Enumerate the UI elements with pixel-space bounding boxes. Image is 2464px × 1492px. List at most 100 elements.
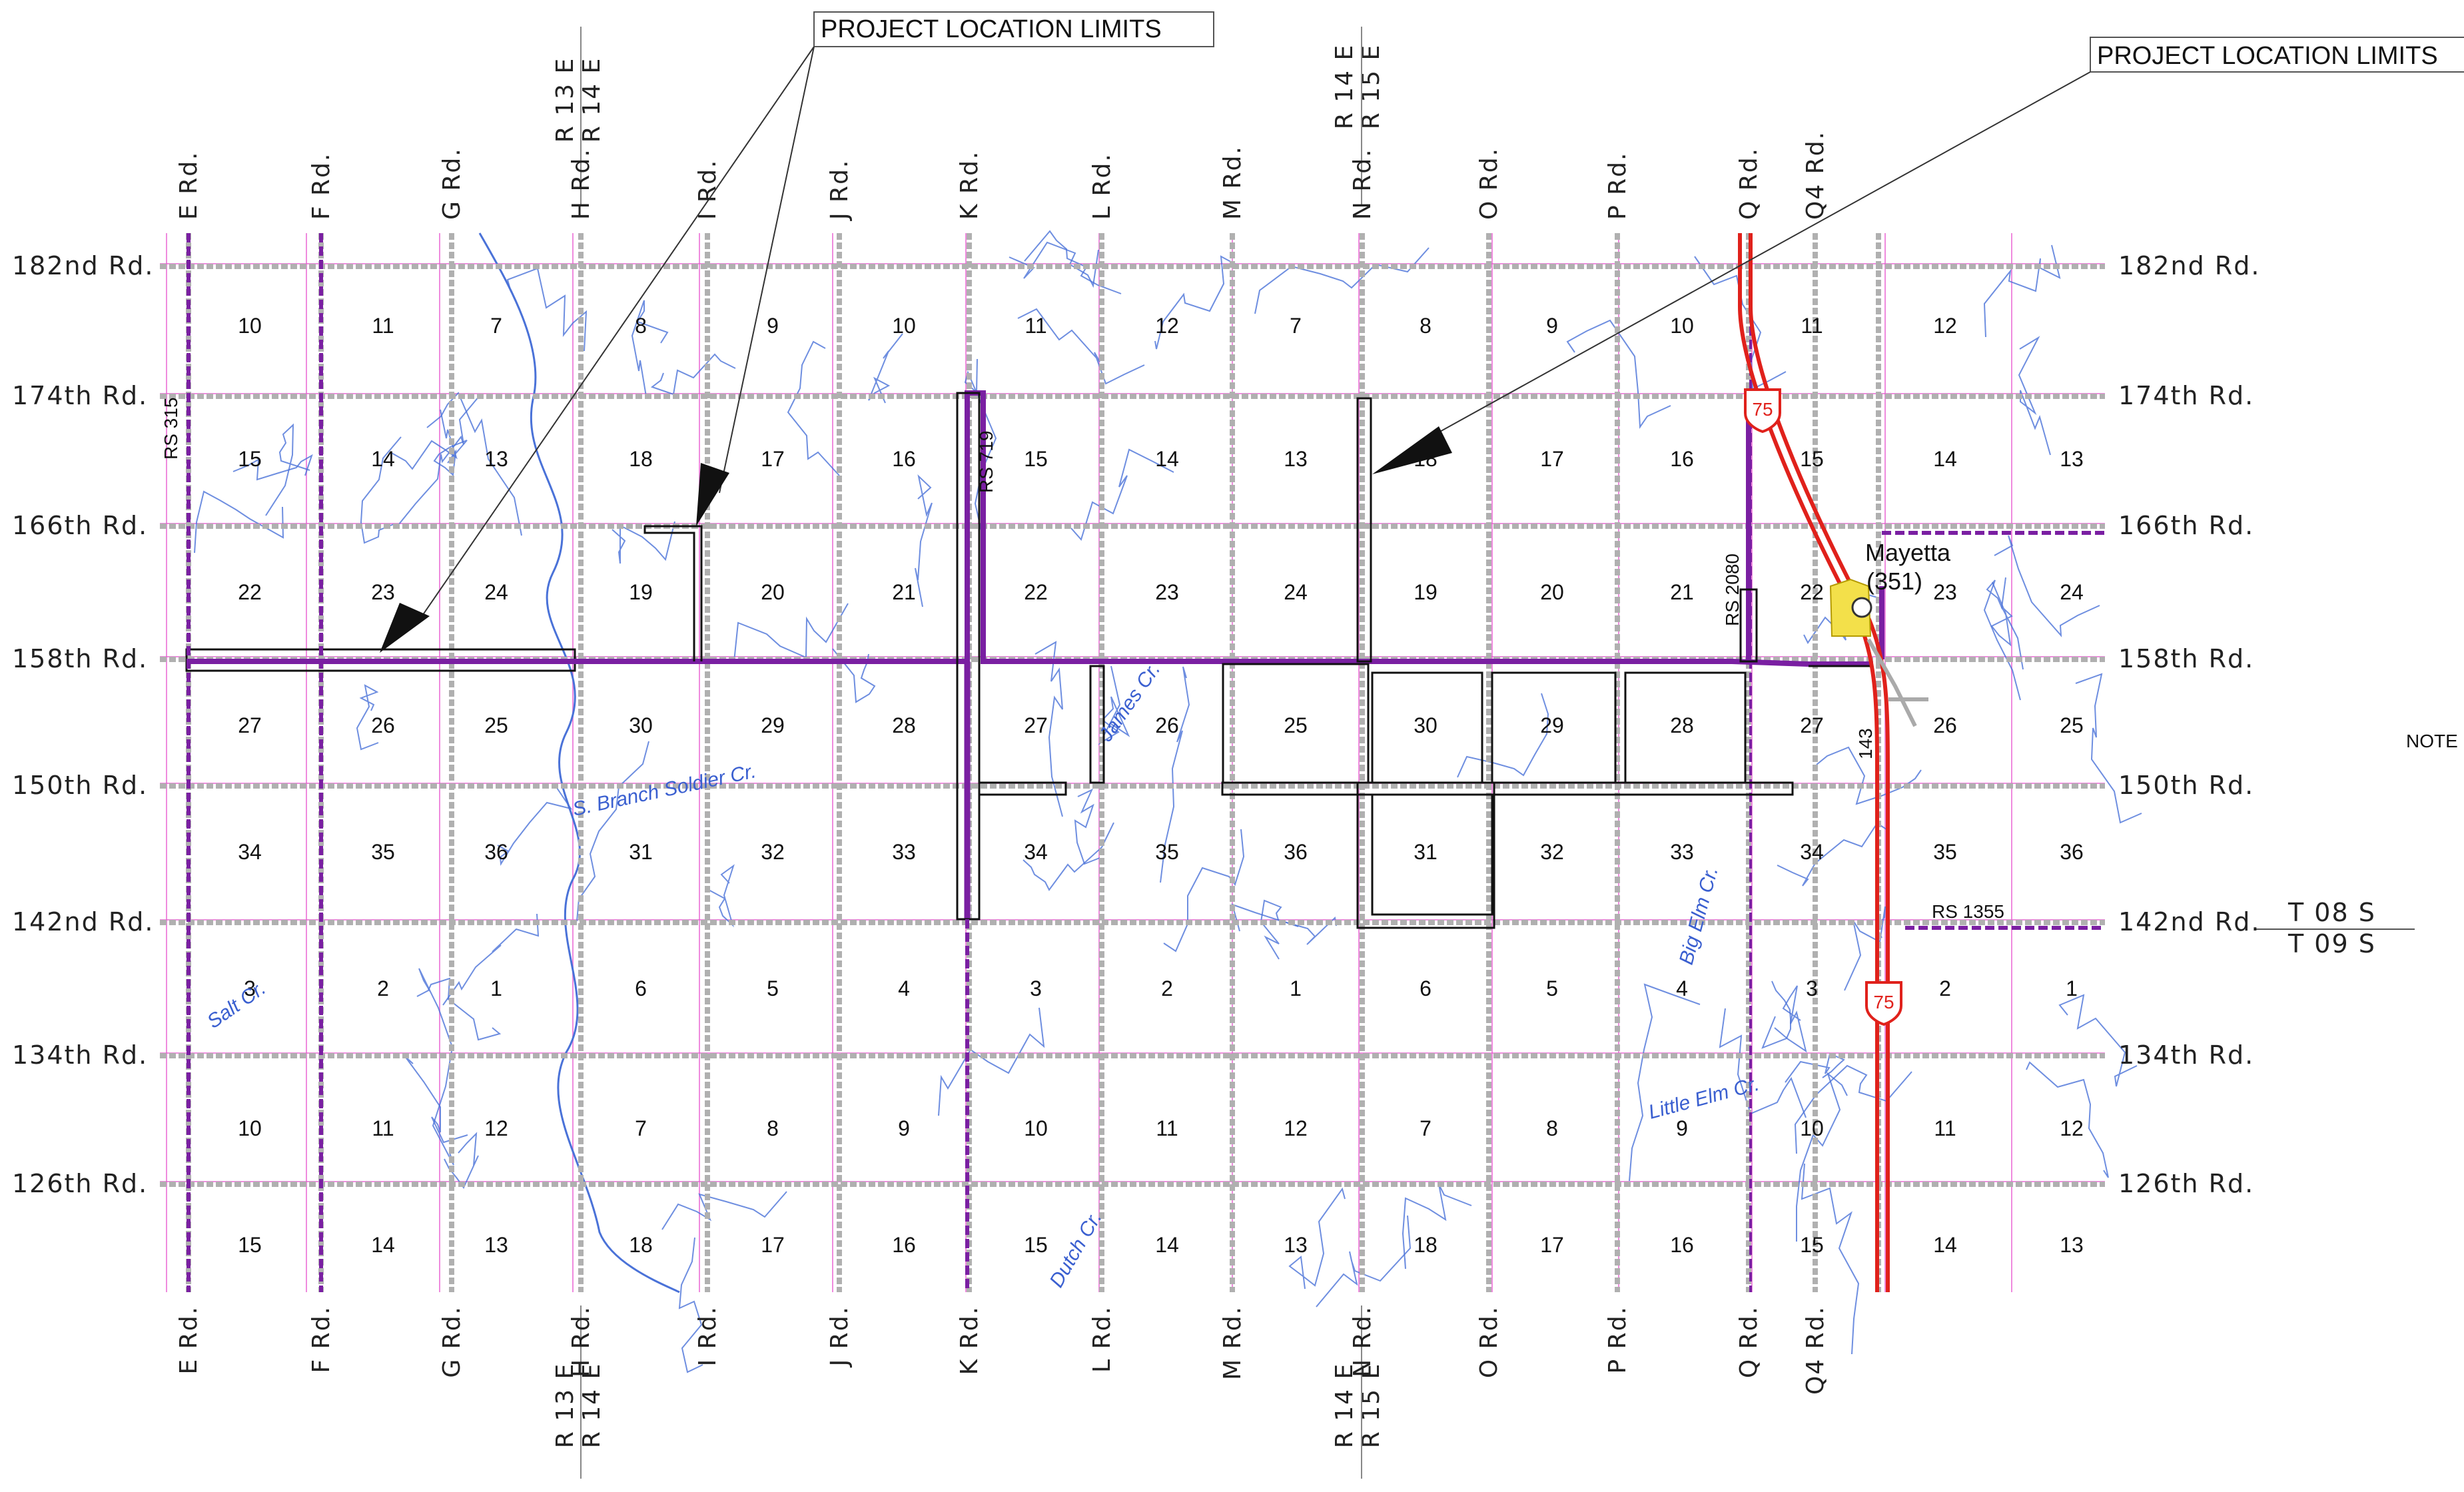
range-label: R 14 E	[1331, 44, 1358, 129]
section-number: 26	[371, 713, 395, 737]
route-label: RS 1355	[1932, 901, 2004, 922]
section-number: 35	[1155, 840, 1179, 864]
section-number: 14	[371, 447, 395, 471]
creek-label: S. Branch Soldier Cr.	[571, 760, 758, 821]
road-labels-layer: 182nd Rd. 182nd Rd. 174th Rd. 174th Rd. 166t…	[12, 131, 2260, 1395]
section-number: 18	[629, 1233, 653, 1257]
section-number: 12	[1933, 314, 1957, 338]
road-label-bottom: L Rd.	[1088, 1306, 1116, 1373]
road-label-left: 150th Rd.	[12, 771, 148, 800]
road-label-top: H Rd.	[568, 148, 595, 220]
section-number: 21	[892, 580, 916, 604]
section-number: 7	[1290, 314, 1302, 338]
section-number: 34	[1800, 840, 1824, 864]
section-number: 13	[2060, 447, 2084, 471]
township-label: T 09 S	[2287, 929, 2376, 958]
section-number: 7	[490, 314, 502, 338]
road-label-right: 134th Rd.	[2118, 1040, 2254, 1070]
route-label: 143	[1855, 728, 1876, 759]
road-label-bottom: M Rd.	[1219, 1306, 1246, 1380]
section-number: 15	[238, 447, 262, 471]
section-number: 5	[767, 976, 779, 1000]
section-number: 35	[1933, 840, 1957, 864]
section-number: 17	[761, 447, 785, 471]
section-number: 30	[1414, 713, 1437, 737]
road-label-top: N Rd.	[1349, 148, 1376, 220]
section-number: 25	[484, 713, 508, 737]
section-number: 22	[1800, 580, 1824, 604]
section-number: 11	[1934, 1116, 1956, 1140]
road-label-right: 182nd Rd.	[2118, 251, 2260, 280]
road-label-right: 166th Rd.	[2118, 511, 2254, 540]
section-number: 19	[629, 580, 653, 604]
range-labels-top-right: R 14 E R 15 E	[1331, 27, 1385, 206]
road-label-top: P Rd.	[1604, 152, 1631, 220]
section-number: 12	[1284, 1116, 1308, 1140]
section-number: 22	[238, 580, 262, 604]
mayetta-town	[1829, 578, 1928, 727]
road-label-bottom: F Rd.	[308, 1306, 335, 1373]
range-labels-bottom-left: R 13 E R 14 E	[552, 1306, 606, 1479]
section-number: 10	[892, 314, 916, 338]
section-number: 1	[1290, 976, 1302, 1000]
section-number: 10	[1670, 314, 1694, 338]
road-label-left: 142nd Rd.	[12, 907, 154, 936]
section-number: 16	[1670, 447, 1694, 471]
section-number: 35	[371, 840, 395, 864]
range-label: R 14 E	[578, 1363, 606, 1448]
section-number: 11	[1801, 314, 1823, 338]
section-number: 10	[1800, 1116, 1824, 1140]
creek-label: Little Elm Cr.	[1646, 1073, 1761, 1124]
section-number: 27	[1800, 713, 1824, 737]
route-label: RS 2080	[1722, 554, 1743, 626]
section-number: 27	[1024, 713, 1048, 737]
section-number: 7	[1420, 1116, 1432, 1140]
section-number: 8	[767, 1116, 779, 1140]
section-number: 11	[372, 1116, 394, 1140]
section-number: 16	[892, 1233, 916, 1257]
us-75-shield: 75	[1865, 981, 1902, 1026]
range-label: R 14 E	[1331, 1363, 1358, 1448]
section-number: 33	[1670, 840, 1694, 864]
project-route	[185, 233, 2105, 1292]
road-label-top: O Rd.	[1475, 147, 1503, 220]
road-label-bottom: J Rd.	[826, 1306, 853, 1367]
highway-shield-number: 75	[1752, 399, 1773, 420]
section-number: 20	[761, 580, 785, 604]
section-number: 1	[490, 976, 502, 1000]
road-label-bottom: Q4 Rd.	[1802, 1306, 1829, 1395]
section-number: 23	[1155, 580, 1179, 604]
creeks-layer	[194, 230, 2142, 1373]
section-number: 10	[238, 314, 262, 338]
road-label-top: Q Rd.	[1735, 147, 1763, 220]
section-number: 11	[1156, 1116, 1178, 1140]
section-number: 9	[1676, 1116, 1688, 1140]
section-number: 17	[761, 1233, 785, 1257]
section-number: 1	[2066, 976, 2078, 1000]
section-number: 14	[1933, 1233, 1957, 1257]
road-label-bottom: O Rd.	[1475, 1306, 1503, 1378]
section-number: 21	[1670, 580, 1694, 604]
road-label-bottom: I Rd.	[694, 1306, 721, 1366]
section-number: 3	[1806, 976, 1818, 1000]
section-number: 15	[1024, 1233, 1048, 1257]
section-number: 16	[1670, 1233, 1694, 1257]
section-number: 13	[484, 1233, 508, 1257]
section-number: 3	[1030, 976, 1042, 1000]
creek-label: Salt Cr.	[203, 977, 270, 1033]
section-number: 36	[2060, 840, 2084, 864]
callout-right: PROJECT LOCATION LIMITS	[1372, 37, 2464, 474]
road-label-bottom: N Rd.	[1349, 1306, 1376, 1377]
road-label-top: Q4 Rd.	[1802, 131, 1829, 220]
section-number: 23	[371, 580, 395, 604]
section-number: 28	[892, 713, 916, 737]
section-number: 2	[377, 976, 389, 1000]
section-number: 22	[1024, 580, 1048, 604]
section-number: 16	[892, 447, 916, 471]
section-number: 2	[1939, 976, 1951, 1000]
section-number: 11	[1025, 314, 1046, 338]
road-label-left: 182nd Rd.	[12, 251, 154, 280]
section-number: 31	[1414, 840, 1437, 864]
section-number: 9	[1546, 314, 1558, 338]
